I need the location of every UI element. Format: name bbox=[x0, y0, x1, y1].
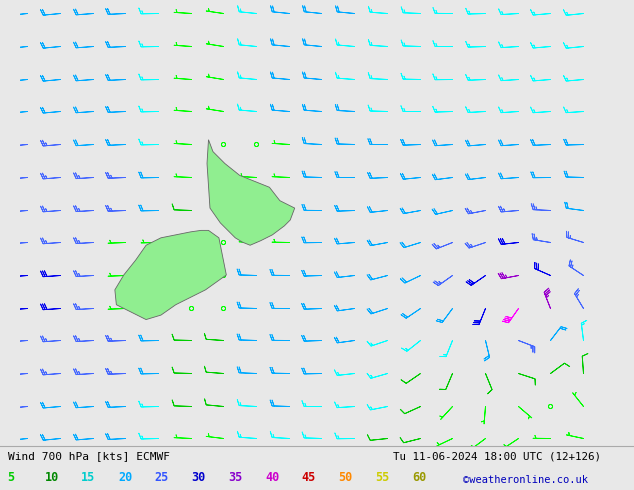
Text: 50: 50 bbox=[339, 471, 353, 484]
Text: 35: 35 bbox=[228, 471, 242, 484]
Polygon shape bbox=[115, 230, 226, 319]
Text: 20: 20 bbox=[118, 471, 132, 484]
Text: 30: 30 bbox=[191, 471, 205, 484]
Text: Tu 11-06-2024 18:00 UTC (12+126): Tu 11-06-2024 18:00 UTC (12+126) bbox=[393, 451, 601, 461]
Text: 55: 55 bbox=[375, 471, 389, 484]
Text: Wind 700 hPa [kts] ECMWF: Wind 700 hPa [kts] ECMWF bbox=[8, 451, 170, 461]
Text: 60: 60 bbox=[412, 471, 426, 484]
Text: 25: 25 bbox=[155, 471, 169, 484]
Polygon shape bbox=[207, 140, 295, 245]
Text: 45: 45 bbox=[302, 471, 316, 484]
Text: 15: 15 bbox=[81, 471, 95, 484]
Text: ©weatheronline.co.uk: ©weatheronline.co.uk bbox=[463, 475, 588, 485]
Text: 10: 10 bbox=[44, 471, 58, 484]
Text: 5: 5 bbox=[8, 471, 15, 484]
Text: 40: 40 bbox=[265, 471, 279, 484]
